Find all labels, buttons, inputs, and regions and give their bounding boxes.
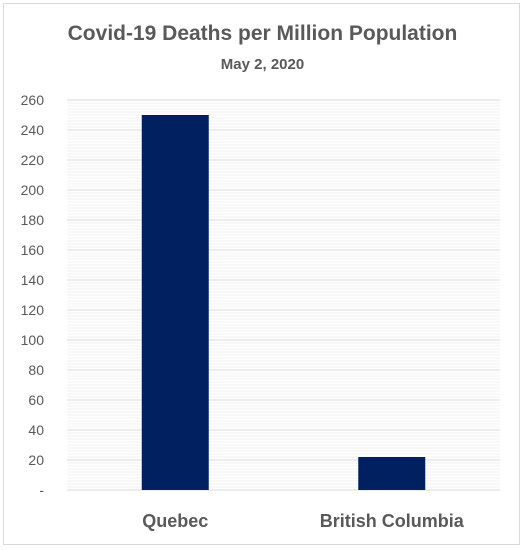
y-tick-label: 240 (21, 122, 45, 138)
y-tick-label: 260 (21, 92, 45, 108)
x-category-label: British Columbia (320, 511, 465, 531)
bar-british-columbia (358, 457, 426, 490)
bars (141, 115, 426, 490)
y-tick-label: 220 (21, 152, 45, 168)
chart-title: Covid-19 Deaths per Million Population (67, 22, 458, 45)
y-tick-label: 40 (28, 422, 44, 438)
gridlines (67, 99, 500, 491)
y-tick-label: 20 (28, 452, 44, 468)
y-tick-label: - (39, 482, 44, 498)
x-axis-labels: Quebec British Columbia (142, 511, 465, 531)
y-tick-label: 80 (28, 362, 44, 378)
x-category-label: Quebec (142, 511, 208, 531)
y-tick-label: 160 (21, 242, 45, 258)
y-tick-label: 180 (21, 212, 45, 228)
bar-quebec (141, 115, 209, 490)
y-tick-label: 100 (21, 332, 45, 348)
y-tick-label: 120 (21, 302, 45, 318)
y-tick-label: 200 (21, 182, 45, 198)
chart-subtitle: May 2, 2020 (220, 56, 305, 73)
y-tick-label: 140 (21, 272, 45, 288)
y-tick-label: 60 (28, 392, 44, 408)
y-axis-labels: - 20 40 60 80 100 120 140 160 180 200 220 240 260 (21, 92, 45, 498)
